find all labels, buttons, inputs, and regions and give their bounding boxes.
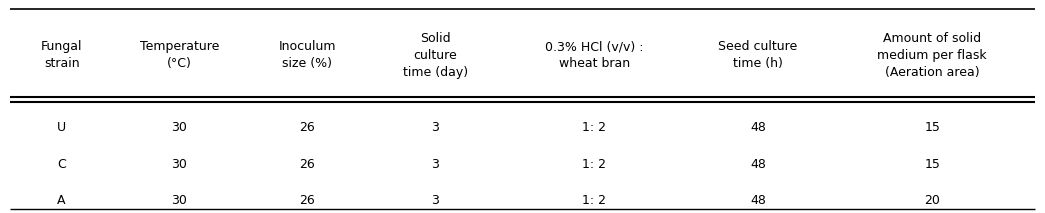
- Text: A: A: [57, 194, 66, 207]
- Text: 3: 3: [432, 194, 439, 207]
- Text: 48: 48: [750, 194, 766, 207]
- Text: 26: 26: [300, 194, 316, 207]
- Text: 15: 15: [924, 157, 940, 171]
- Text: 30: 30: [171, 157, 187, 171]
- Text: Amount of solid
medium per flask
(Aeration area): Amount of solid medium per flask (Aerati…: [878, 32, 986, 79]
- Text: 1: 2: 1: 2: [582, 194, 606, 207]
- Text: 3: 3: [432, 157, 439, 171]
- Text: Inoculum
size (%): Inoculum size (%): [279, 40, 336, 70]
- Text: 26: 26: [300, 157, 316, 171]
- Text: 20: 20: [924, 194, 940, 207]
- Text: 48: 48: [750, 121, 766, 134]
- Text: 1: 2: 1: 2: [582, 121, 606, 134]
- Text: Temperature
(°C): Temperature (°C): [140, 40, 219, 70]
- Text: U: U: [57, 121, 66, 134]
- Text: Solid
culture
time (day): Solid culture time (day): [403, 32, 468, 79]
- Text: C: C: [57, 157, 66, 171]
- Text: 3: 3: [432, 121, 439, 134]
- Text: 1: 2: 1: 2: [582, 157, 606, 171]
- Text: Fungal
strain: Fungal strain: [41, 40, 83, 70]
- Text: 0.3% HCl (v/v) :
wheat bran: 0.3% HCl (v/v) : wheat bran: [544, 40, 644, 70]
- Text: Seed culture
time (h): Seed culture time (h): [718, 40, 797, 70]
- Text: 15: 15: [924, 121, 940, 134]
- Text: 48: 48: [750, 157, 766, 171]
- Text: 30: 30: [171, 121, 187, 134]
- Text: 30: 30: [171, 194, 187, 207]
- Text: 26: 26: [300, 121, 316, 134]
